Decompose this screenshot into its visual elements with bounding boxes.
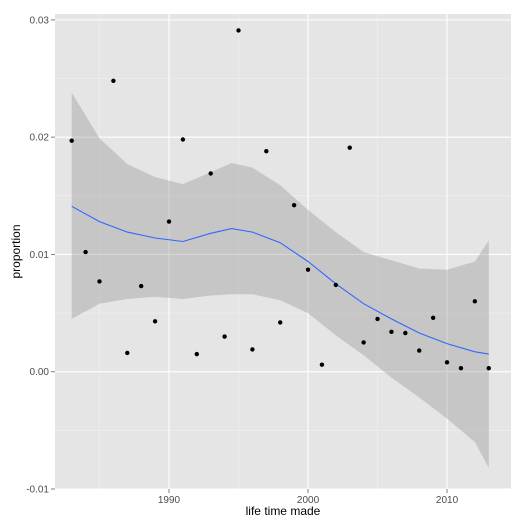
data-point: [236, 28, 241, 33]
data-point: [194, 351, 200, 357]
data-point: [180, 137, 186, 142]
data-point: [430, 315, 436, 320]
data-point: [69, 138, 74, 143]
data-point: [152, 319, 158, 324]
data-point: [166, 219, 172, 224]
data-point: [472, 299, 478, 304]
data-point: [375, 316, 380, 322]
x-tick-label: 1990: [158, 495, 181, 506]
x-tick-label: 2000: [297, 495, 320, 506]
data-point: [458, 365, 464, 371]
data-point: [250, 347, 255, 352]
data-point: [125, 350, 130, 356]
data-point: [333, 282, 339, 288]
data-point: [291, 202, 297, 208]
y-tick-label: 0.03: [30, 15, 50, 26]
y-axis-title: proportion: [9, 224, 23, 278]
data-point: [486, 365, 491, 371]
major-gridlines: [55, 14, 511, 490]
data-point: [319, 362, 325, 367]
data-point: [389, 329, 394, 335]
data-point: [222, 334, 227, 339]
confidence-band: [71, 92, 489, 468]
data-point: [97, 279, 102, 284]
data-point: [111, 78, 116, 84]
data-point: [403, 330, 408, 336]
y-tick-label: 0.00: [30, 367, 50, 378]
y-tick-label: -0.01: [26, 485, 49, 496]
data-point: [417, 348, 422, 353]
data-point: [444, 360, 450, 365]
data-point: [208, 171, 213, 176]
x-tick-label: 2010: [436, 495, 459, 506]
x-axis-title: life time made: [246, 504, 321, 518]
x-axis-ticks: 1990 2000 2010: [158, 489, 459, 506]
y-tick-label: 0.01: [30, 250, 50, 261]
data-point: [83, 249, 88, 255]
smooth-trend-line: [71, 205, 489, 355]
y-tick-label: 0.02: [30, 133, 50, 144]
minor-gridlines: [55, 14, 511, 489]
data-point: [264, 149, 269, 154]
y-axis-ticks: -0.01 0.00 0.01 0.02 0.03: [26, 15, 55, 496]
data-point: [361, 340, 366, 345]
plot-panel: [55, 14, 511, 489]
data-point: [278, 320, 283, 325]
data-points: [69, 28, 491, 371]
data-point: [138, 283, 144, 289]
data-point: [305, 267, 311, 272]
data-point: [347, 145, 352, 150]
